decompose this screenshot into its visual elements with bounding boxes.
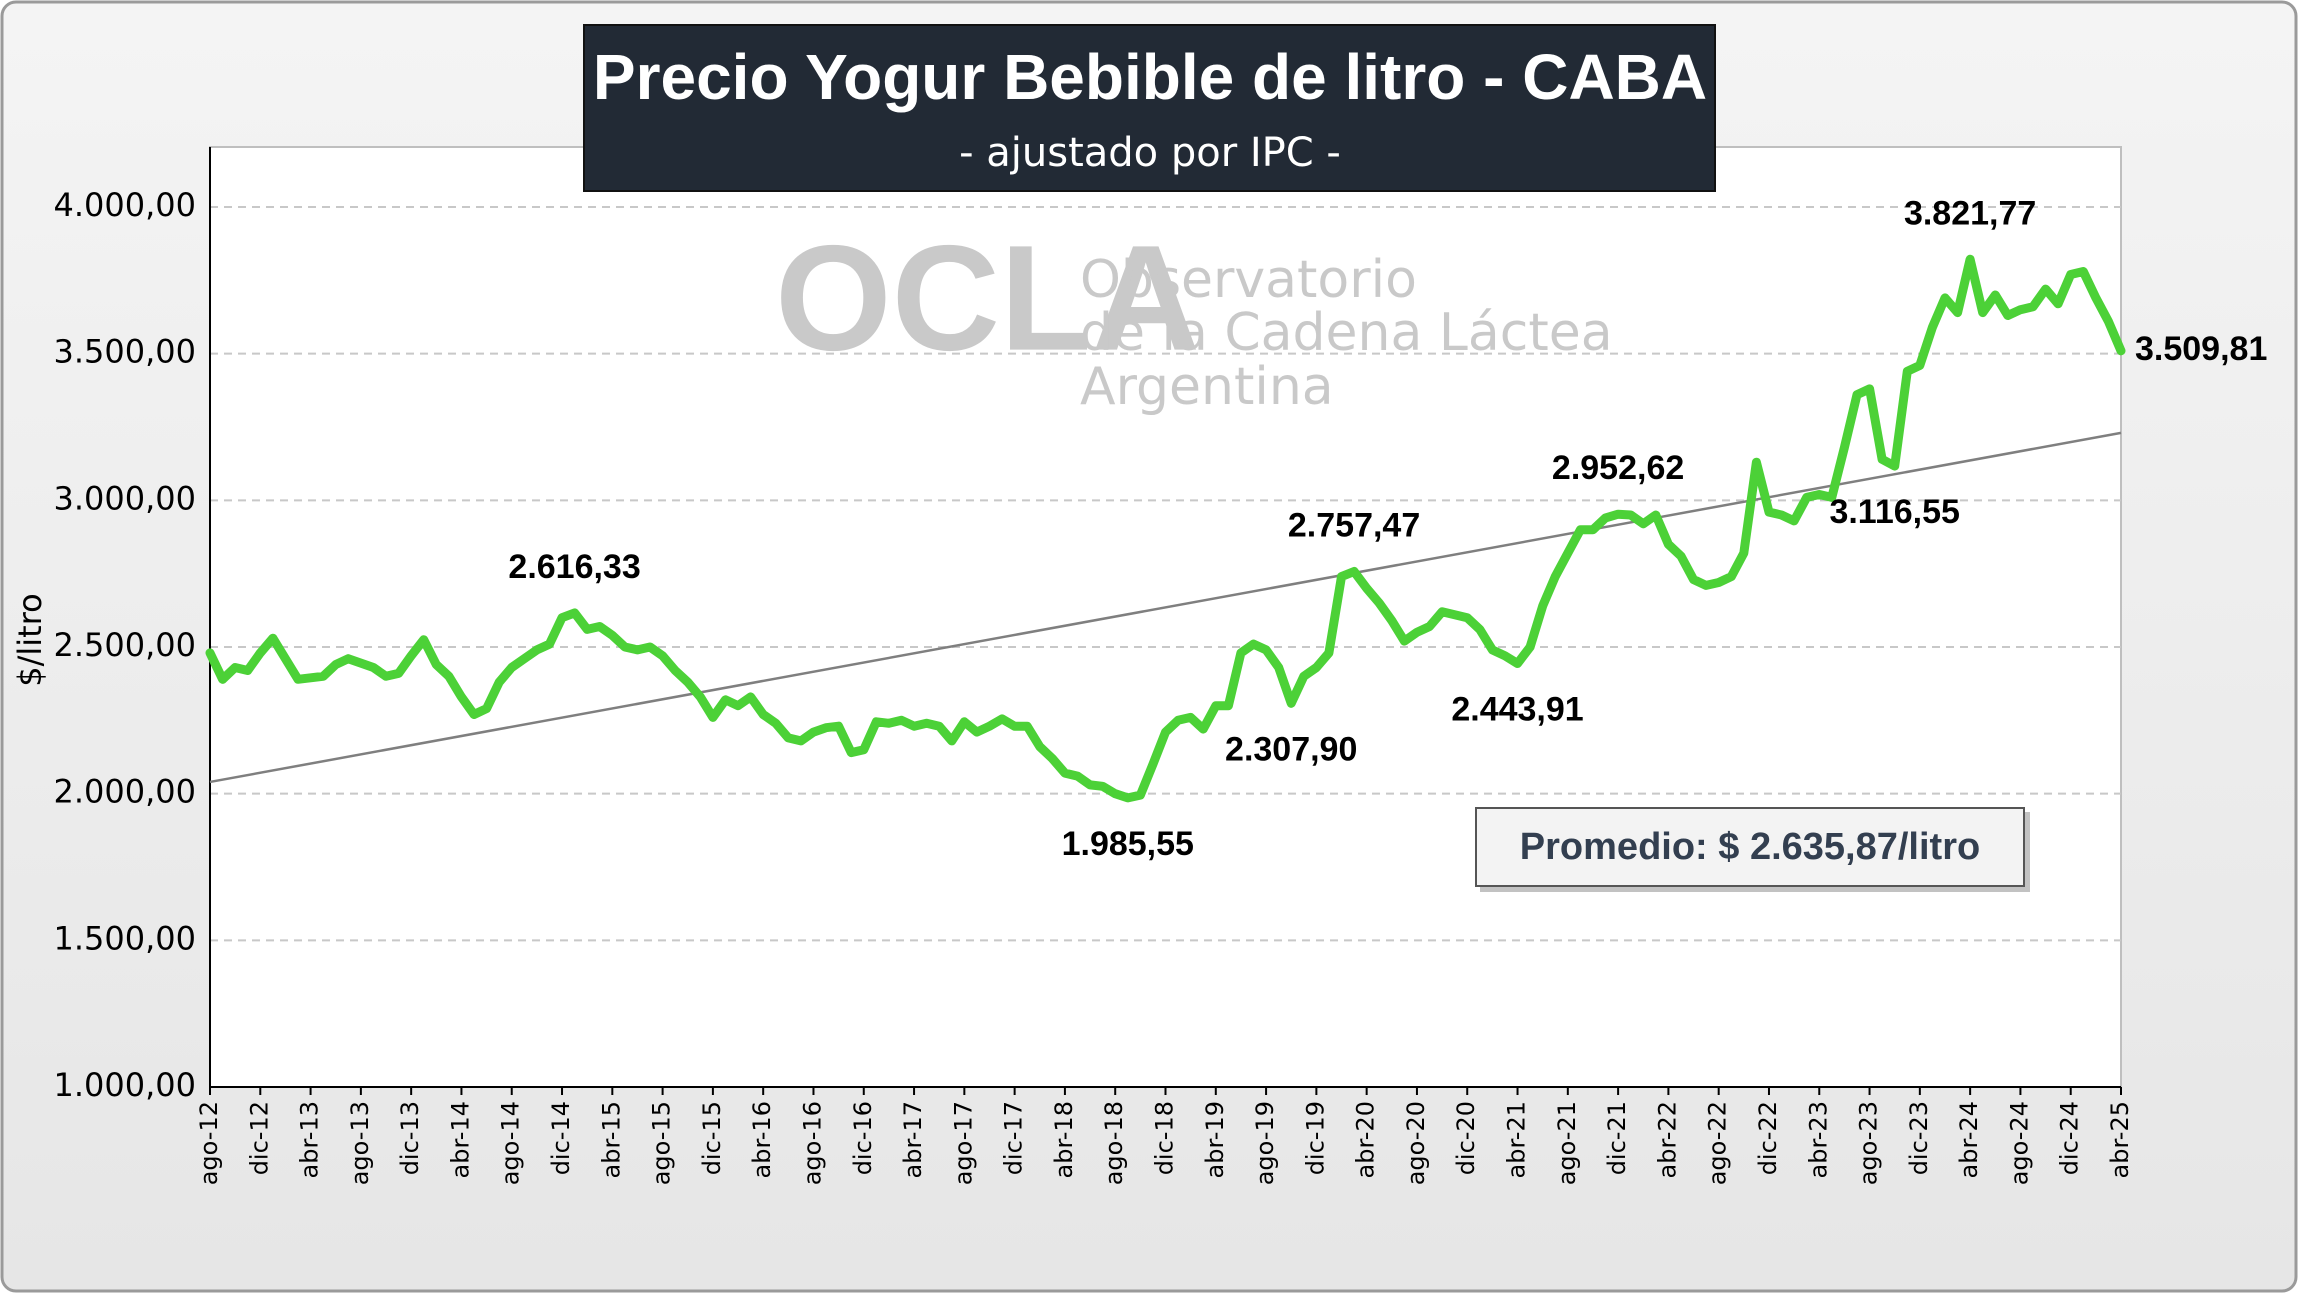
data-label: 1.985,55 [1062,825,1194,863]
data-label: 3.509,81 [2135,330,2267,368]
y-tick-label: 2.000,00 [54,773,197,811]
x-tick-label: abr-14 [446,1101,474,1178]
x-tick-label: ago-16 [798,1101,826,1185]
y-tick-label: 1.500,00 [54,919,197,957]
x-tick-label: ago-23 [1855,1101,1883,1185]
x-tick-label: abr-22 [1653,1101,1681,1178]
x-tick-label: abr-16 [748,1101,776,1178]
x-tick-label: ago-24 [2005,1101,2033,1185]
data-label: 2.952,62 [1552,449,1684,487]
x-tick-label: dic-17 [1000,1101,1028,1175]
x-tick-label: abr-17 [899,1101,927,1178]
x-tick-label: abr-15 [597,1101,625,1178]
annotation: Promedio: $ 2.635,87/litro [1520,826,1980,868]
x-tick-label: dic-20 [1452,1101,1480,1175]
y-tick-label: 1.000,00 [54,1066,197,1104]
x-tick-label: ago-18 [1100,1101,1128,1185]
x-tick-label: ago-21 [1553,1101,1581,1185]
x-tick-label: dic-18 [1151,1101,1179,1175]
x-tick-label: ago-19 [1251,1101,1279,1185]
watermark-line: Observatorio [1080,250,1417,310]
x-tick-label: dic-19 [1301,1101,1329,1175]
x-tick-label: ago-13 [346,1101,374,1185]
y-tick-label: 4.000,00 [54,186,197,224]
x-tick-label: abr-20 [1352,1101,1380,1178]
plot-area [209,146,2122,1088]
x-tick-label: dic-23 [1905,1101,1933,1175]
chart-subtitle: - ajustado por IPC - [959,130,1341,176]
x-tick-label: dic-12 [245,1101,273,1175]
y-tick-label: 3.000,00 [54,479,197,517]
x-tick-label: abr-25 [2106,1101,2134,1178]
watermark-line: Argentina [1080,357,1334,417]
x-tick-label: dic-24 [2056,1101,2084,1175]
x-tick-label: dic-21 [1603,1101,1631,1175]
y-tick-label: 3.500,00 [54,333,197,371]
x-tick-label: abr-21 [1503,1101,1531,1178]
trend-line [209,431,2122,784]
x-tick-label: ago-20 [1402,1101,1430,1185]
x-tick-label: ago-17 [949,1101,977,1185]
x-tick-label: dic-15 [698,1101,726,1175]
y-axis-label: $/litro [11,593,49,687]
data-label: 3.116,55 [1829,493,1959,531]
x-tick-label: ago-22 [1704,1101,1732,1185]
data-line [205,254,2126,803]
chart-title: Precio Yogur Bebible de litro - CABA [593,41,1707,113]
title-box [583,24,1716,192]
x-tick-label: dic-22 [1754,1101,1782,1175]
x-tick-label: ago-14 [497,1101,525,1185]
watermark: OCLA Observatorio de la Cadena Láctea Ar… [775,214,1613,417]
x-tick-label: ago-12 [195,1101,223,1185]
x-tick-label: dic-16 [849,1101,877,1175]
data-label: 3.821,77 [1904,194,2036,232]
x-tick-label: ago-15 [648,1101,676,1185]
x-tick-label: abr-23 [1804,1101,1832,1178]
data-label: 2.757,47 [1288,506,1420,544]
data-label: 2.443,91 [1451,690,1583,728]
annotation-box [1475,807,2025,887]
x-tick-label: abr-19 [1201,1101,1229,1178]
x-tick-label: abr-13 [296,1101,324,1178]
x-tick-label: dic-14 [547,1101,575,1175]
x-tick-label: dic-13 [396,1101,424,1175]
data-label: 2.307,90 [1225,730,1357,768]
data-label: 2.616,33 [508,548,640,586]
x-tick-label: abr-18 [1050,1101,1078,1178]
x-tick-label: abr-24 [1955,1101,1983,1178]
y-tick-label: 2.500,00 [54,626,197,664]
